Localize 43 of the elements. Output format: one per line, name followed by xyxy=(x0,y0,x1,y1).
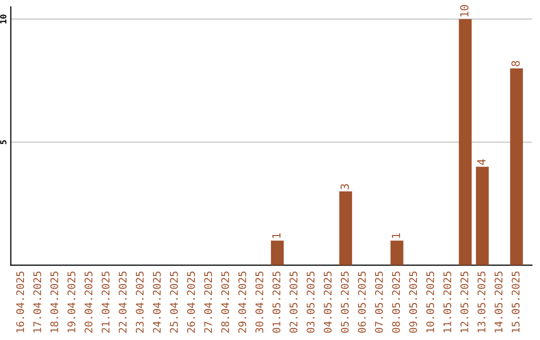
x-tick-label: 24.04.2025 xyxy=(152,272,161,333)
x-tick-label: 04.05.2025 xyxy=(324,272,332,333)
x-tick-label: 17.04.2025 xyxy=(33,272,42,332)
x-tick-label: 11.05.2025 xyxy=(443,272,452,332)
x-tick-label: 26.04.2025 xyxy=(187,272,195,333)
x-tick-label: 08.05.2025 xyxy=(392,272,400,333)
data-label: 4 xyxy=(477,159,486,165)
data-label: 3 xyxy=(340,184,349,190)
x-tick-label: 20.04.2025 xyxy=(84,272,92,333)
x-tick-label: 03.05.2025 xyxy=(306,272,315,333)
bar xyxy=(270,240,284,266)
x-tick-label: 16.04.2025 xyxy=(16,272,24,332)
data-label: 10 xyxy=(460,5,469,16)
x-tick-label: 09.05.2025 xyxy=(409,272,418,333)
data-label: 1 xyxy=(272,233,280,238)
x-tick-label: 07.05.2025 xyxy=(375,272,383,333)
y-tick-label: 5 xyxy=(0,140,6,144)
data-label: 8 xyxy=(511,60,520,66)
x-tick-label: 25.04.2025 xyxy=(170,272,178,333)
x-tick-label: 22.04.2025 xyxy=(118,272,127,333)
x-tick-label: 10.05.2025 xyxy=(426,272,434,332)
bar xyxy=(458,19,472,266)
bar xyxy=(510,68,523,266)
x-tick-label: 06.05.2025 xyxy=(358,272,366,333)
bar xyxy=(339,191,352,266)
x-tick-label: 21.04.2025 xyxy=(102,272,110,333)
bar xyxy=(476,166,489,266)
bar xyxy=(390,240,404,266)
x-tick-label: 05.05.2025 xyxy=(340,272,349,333)
x-tick-label: 29.04.2025 xyxy=(238,272,246,333)
x-tick-label: 13.05.2025 xyxy=(478,272,486,332)
x-tick-label: 27.04.2025 xyxy=(204,272,212,333)
x-tick-label: 23.04.2025 xyxy=(136,272,144,333)
x-tick-label: 14.05.2025 xyxy=(494,272,502,332)
x-tick-label: 19.04.2025 xyxy=(67,272,76,332)
x-tick-label: 15.05.2025 xyxy=(512,272,520,332)
data-label: 1 xyxy=(392,233,400,238)
x-tick-label: 02.05.2025 xyxy=(290,272,298,333)
x-tick-label: 12.05.2025 xyxy=(460,272,468,332)
x-tick-label: 01.05.2025 xyxy=(272,272,280,333)
x-tick-label: 18.04.2025 xyxy=(50,272,58,332)
x-tick-label: 30.04.2025 xyxy=(255,272,264,333)
x-tick-label: 28.04.2025 xyxy=(221,272,230,333)
